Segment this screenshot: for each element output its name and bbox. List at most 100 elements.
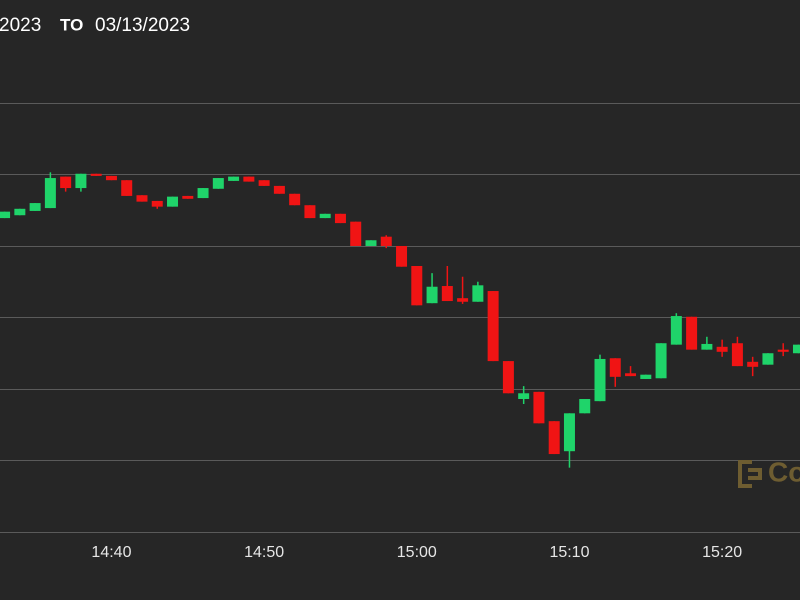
candle — [75, 173, 87, 192]
candle — [151, 200, 163, 209]
candle — [273, 185, 285, 194]
candle-body — [273, 185, 285, 194]
candle — [762, 353, 774, 365]
candle — [304, 205, 316, 219]
candle-body — [518, 393, 530, 399]
candle — [655, 343, 667, 379]
candle-body — [533, 391, 545, 424]
candle-body — [228, 176, 240, 181]
candle — [243, 176, 255, 182]
x-tick-label: 15:10 — [549, 544, 589, 561]
candle-body — [731, 343, 743, 367]
candle-body — [90, 173, 102, 176]
candle — [167, 196, 179, 207]
candle — [594, 354, 606, 402]
range-to-label: TO — [60, 15, 83, 34]
candle-body — [655, 343, 667, 379]
candle — [441, 266, 453, 302]
candle-body — [75, 173, 87, 189]
candle-body — [29, 203, 41, 211]
candle — [579, 399, 591, 414]
candle-body — [777, 349, 789, 352]
candle — [29, 203, 41, 211]
candle-body — [334, 213, 346, 224]
candle — [472, 281, 484, 302]
candle — [426, 273, 438, 304]
candle-body — [411, 266, 423, 306]
candle-body — [502, 361, 514, 394]
candle — [686, 316, 698, 350]
candle — [14, 208, 26, 216]
candle-body — [563, 413, 575, 452]
candle-body — [747, 361, 759, 367]
candle — [105, 175, 117, 181]
candle-body — [701, 343, 713, 350]
candle — [182, 195, 194, 199]
candle — [625, 366, 637, 377]
candle-body — [350, 221, 362, 246]
candle — [502, 361, 514, 394]
x-tick-label: 15:00 — [397, 544, 437, 561]
candle — [670, 313, 682, 345]
candle — [396, 245, 408, 267]
candle — [136, 195, 148, 202]
candle-body — [60, 176, 72, 189]
candle — [548, 421, 560, 455]
logo-bracket — [738, 460, 752, 488]
candle — [640, 374, 652, 379]
candle — [777, 343, 789, 357]
candle — [334, 213, 346, 224]
candle-body — [609, 358, 621, 377]
candle-body — [594, 358, 606, 402]
candle-body — [197, 188, 209, 199]
candle — [716, 339, 728, 357]
candle — [380, 235, 392, 249]
candle-body — [121, 180, 133, 196]
candle — [411, 266, 423, 306]
candle-body — [151, 200, 163, 207]
x-tick-label: 15:20 — [702, 544, 742, 561]
candle-body — [396, 245, 408, 267]
candle — [609, 358, 621, 387]
candle-body — [380, 236, 392, 246]
candle — [563, 413, 575, 468]
candle-body — [44, 178, 56, 209]
candle — [121, 180, 133, 196]
candle-body — [441, 286, 453, 302]
candle-body — [136, 195, 148, 202]
x-tick-label: 14:40 — [91, 544, 131, 561]
candle-body — [167, 196, 179, 207]
candle — [258, 180, 270, 186]
candle-body — [182, 195, 194, 199]
candle-body — [670, 316, 682, 345]
candle-body — [472, 285, 484, 302]
candle-body — [762, 353, 774, 365]
candle-body — [243, 176, 255, 182]
candle-body — [487, 291, 499, 362]
candle-body — [579, 399, 591, 414]
candle-body — [212, 178, 224, 189]
candles — [0, 172, 800, 468]
candle — [792, 344, 800, 354]
candle-body — [304, 205, 316, 219]
candle — [197, 188, 209, 199]
candle-body — [716, 346, 728, 352]
candle — [457, 276, 469, 304]
candle — [60, 176, 72, 192]
candle — [44, 172, 56, 209]
candle — [533, 391, 545, 424]
candle-body — [14, 208, 26, 216]
candle-body — [319, 213, 331, 219]
watermark: Co — [738, 456, 800, 488]
candle — [319, 213, 331, 219]
candle — [212, 178, 224, 189]
watermark-text: Co — [768, 456, 800, 487]
candle-body — [548, 421, 560, 455]
candle-body — [426, 286, 438, 304]
range-from: 2023 — [0, 15, 41, 36]
candle — [289, 193, 301, 206]
candle-body — [625, 373, 637, 377]
candle-body — [640, 374, 652, 379]
candle-body — [365, 240, 377, 246]
